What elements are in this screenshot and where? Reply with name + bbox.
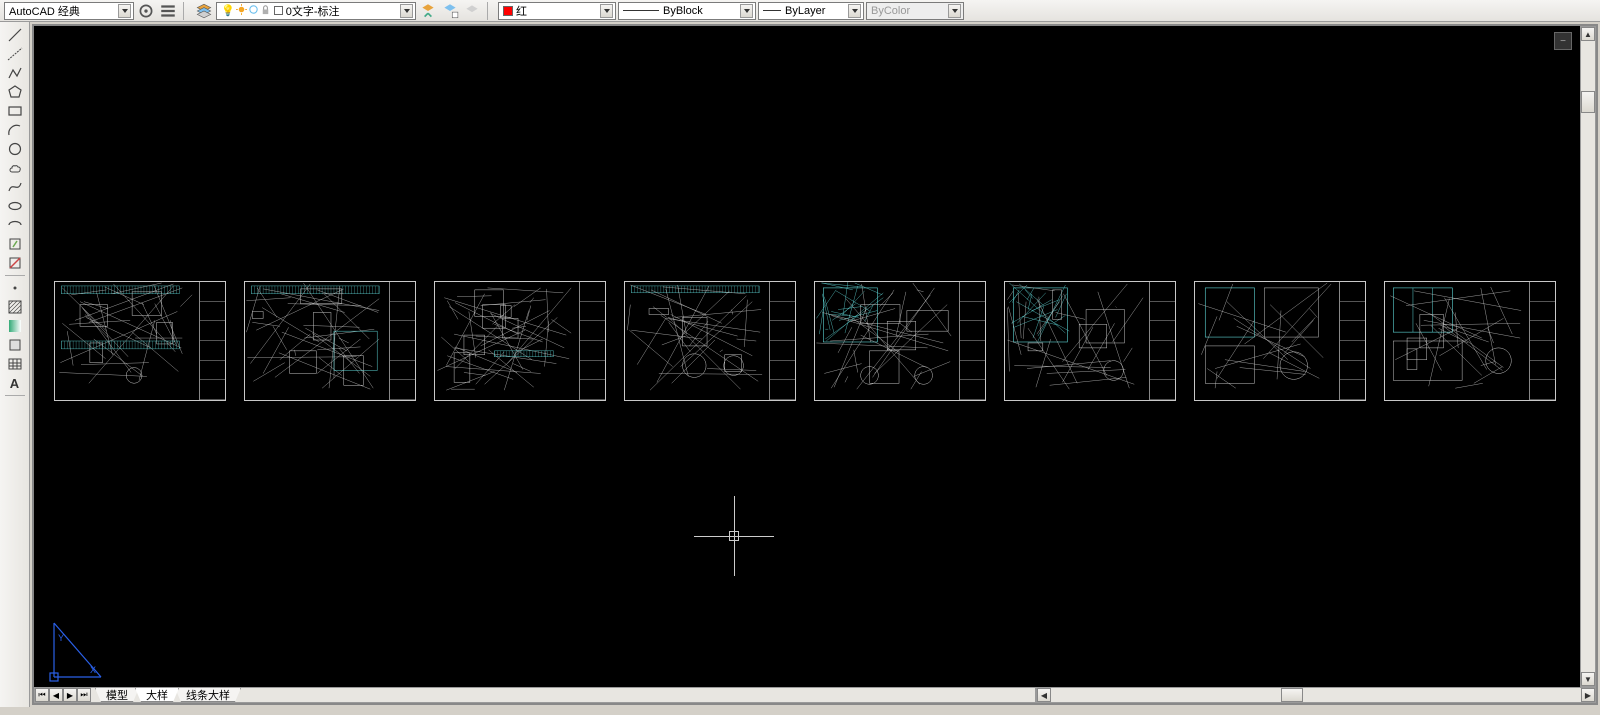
tab-prev-icon[interactable]: ◀ <box>49 688 63 702</box>
tab-next-icon[interactable]: ▶ <box>63 688 77 702</box>
construction-line-tool[interactable] <box>3 45 27 63</box>
linetype-preview-icon <box>623 10 659 11</box>
lightbulb-icon: 💡 <box>221 4 235 17</box>
tab-last-icon[interactable]: ⏭ <box>77 688 91 702</box>
svg-text:X: X <box>90 665 96 675</box>
make-block-tool[interactable] <box>3 254 27 272</box>
separator <box>5 395 25 396</box>
layer-manager-button[interactable] <box>194 1 214 21</box>
titleblock <box>769 282 795 400</box>
layer-state-button[interactable] <box>440 1 460 21</box>
drawing-sheet <box>434 281 606 401</box>
scroll-down-icon[interactable]: ▼ <box>1581 672 1595 686</box>
titleblock <box>1149 282 1175 400</box>
titleblock <box>1529 282 1555 400</box>
color-label: 红 <box>516 3 597 19</box>
linetype-label: ByBlock <box>663 5 737 17</box>
bottom-strip <box>0 707 1600 715</box>
chevron-down-icon <box>740 4 753 18</box>
svg-text:Y: Y <box>58 633 64 643</box>
scroll-left-icon[interactable]: ◀ <box>1037 688 1051 702</box>
draw-toolbar: A <box>0 22 30 707</box>
point-tool[interactable] <box>3 279 27 297</box>
layout-tab[interactable]: 大样 <box>135 688 179 702</box>
chevron-down-icon <box>848 4 861 18</box>
scroll-thumb[interactable] <box>1581 91 1595 113</box>
chevron-down-icon <box>400 4 413 18</box>
workspace-settings-button[interactable] <box>136 1 156 21</box>
region-tool[interactable] <box>3 336 27 354</box>
table-tool[interactable] <box>3 355 27 373</box>
drawing-sheet <box>814 281 986 401</box>
revision-cloud-tool[interactable] <box>3 159 27 177</box>
lock-icon <box>260 4 271 18</box>
drawing-sheet <box>624 281 796 401</box>
scroll-right-icon[interactable]: ▶ <box>1581 688 1595 702</box>
lineweight-label: ByLayer <box>785 5 845 17</box>
text-tool[interactable]: A <box>3 374 27 392</box>
horizontal-scrollbar[interactable]: ◀ ▶ <box>1036 687 1596 703</box>
sun-icon <box>236 4 247 18</box>
scroll-thumb[interactable] <box>1281 688 1303 702</box>
layer-iso-button[interactable] <box>462 1 482 21</box>
titleblock <box>1339 282 1365 400</box>
polygon-tool[interactable] <box>3 83 27 101</box>
chevron-down-icon <box>118 4 131 18</box>
layer-color-icon <box>274 6 283 15</box>
line-tool[interactable] <box>3 26 27 44</box>
chevron-down-icon <box>948 4 961 18</box>
plotstyle-label: ByColor <box>871 5 945 17</box>
layout-tab[interactable]: 模型 <box>95 688 139 702</box>
titleblock <box>199 282 225 400</box>
color-swatch-icon <box>503 6 513 16</box>
scroll-up-icon[interactable]: ▲ <box>1581 27 1595 41</box>
gradient-tool[interactable] <box>3 317 27 335</box>
drawing-sheet <box>54 281 226 401</box>
layer-label: 0文字-标注 <box>286 3 397 19</box>
sheets-row <box>54 281 1556 401</box>
ellipse-tool[interactable] <box>3 197 27 215</box>
scroll-track[interactable] <box>1581 41 1595 672</box>
titleblock <box>579 282 605 400</box>
ucs-icon: Y X <box>46 615 106 685</box>
lineweight-dropdown[interactable]: ByLayer <box>758 2 864 20</box>
scroll-track[interactable] <box>1051 688 1581 702</box>
drawing-sheet <box>1194 281 1366 401</box>
chevron-down-icon <box>600 4 613 18</box>
hatch-tool[interactable] <box>3 298 27 316</box>
polyline-tool[interactable] <box>3 64 27 82</box>
top-toolbar: AutoCAD 经典 💡 0文字-标注 红 ByBlock ByLayer By… <box>0 0 1600 22</box>
separator <box>487 2 493 20</box>
insert-block-tool[interactable] <box>3 235 27 253</box>
toolbar-options-button[interactable] <box>158 1 178 21</box>
separator <box>5 275 25 276</box>
drawing-sheet <box>244 281 416 401</box>
linetype-dropdown[interactable]: ByBlock <box>618 2 756 20</box>
layer-previous-button[interactable] <box>418 1 438 21</box>
freeze-icon <box>248 4 259 18</box>
color-dropdown[interactable]: 红 <box>498 2 616 20</box>
titleblock <box>959 282 985 400</box>
lineweight-preview-icon <box>763 10 781 11</box>
workspace-dropdown[interactable]: AutoCAD 经典 <box>4 2 134 20</box>
drawing-sheet <box>1384 281 1556 401</box>
rectangle-tool[interactable] <box>3 102 27 120</box>
spline-tool[interactable] <box>3 178 27 196</box>
arc-tool[interactable] <box>3 121 27 139</box>
layer-dropdown[interactable]: 💡 0文字-标注 <box>216 2 416 20</box>
workspace: A − Y X ▲ <box>0 22 1600 707</box>
workspace-label: AutoCAD 经典 <box>9 3 115 19</box>
circle-tool[interactable] <box>3 140 27 158</box>
layout-tab-bar: ⏮ ◀ ▶ ⏭ 模型大样线条大样 <box>34 687 1036 703</box>
nav-minimize-icon[interactable]: − <box>1554 32 1572 50</box>
plotstyle-dropdown: ByColor <box>866 2 964 20</box>
ellipse-arc-tool[interactable] <box>3 216 27 234</box>
separator <box>183 2 189 20</box>
layout-tab[interactable]: 线条大样 <box>175 688 241 702</box>
drawing-canvas[interactable]: − Y X ▲ ▼ <box>32 24 1598 705</box>
tab-first-icon[interactable]: ⏮ <box>35 688 49 702</box>
titleblock <box>389 282 415 400</box>
vertical-scrollbar[interactable]: ▲ ▼ <box>1580 26 1596 687</box>
drawing-sheet <box>1004 281 1176 401</box>
